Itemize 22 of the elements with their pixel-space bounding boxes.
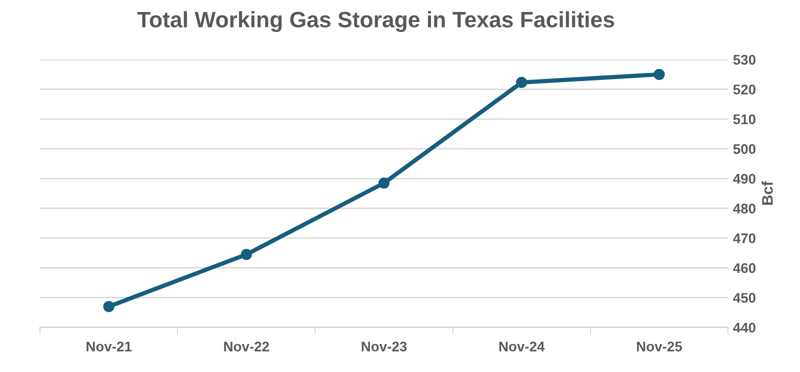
y-tick-label: 470 xyxy=(733,233,756,244)
chart-title: Total Working Gas Storage in Texas Facilities xyxy=(137,11,614,32)
point xyxy=(240,248,252,260)
point xyxy=(103,300,114,312)
point xyxy=(378,177,390,189)
y-tick-label: 510 xyxy=(733,114,756,124)
x-tick-label: Nov-21 xyxy=(86,342,132,352)
y-tick-label: 500 xyxy=(733,144,756,154)
x-tick-label: Nov-24 xyxy=(499,342,545,352)
y-tick-label: 440 xyxy=(733,322,756,333)
y-tick-label: 530 xyxy=(733,54,756,65)
y-tick-label: 450 xyxy=(733,292,756,303)
point xyxy=(516,76,528,88)
y-axis-title: Bcf xyxy=(762,181,773,205)
y-tick-label: 490 xyxy=(733,174,756,184)
y-tick-label: 460 xyxy=(733,263,756,274)
x-tick-label: Nov-23 xyxy=(362,342,407,352)
point xyxy=(654,68,665,80)
x-tick-label: Nov-25 xyxy=(636,342,682,352)
y-tick-label: 520 xyxy=(733,84,756,94)
y-tick-label: 480 xyxy=(733,204,756,214)
x-tick-label: Nov-22 xyxy=(224,342,269,352)
